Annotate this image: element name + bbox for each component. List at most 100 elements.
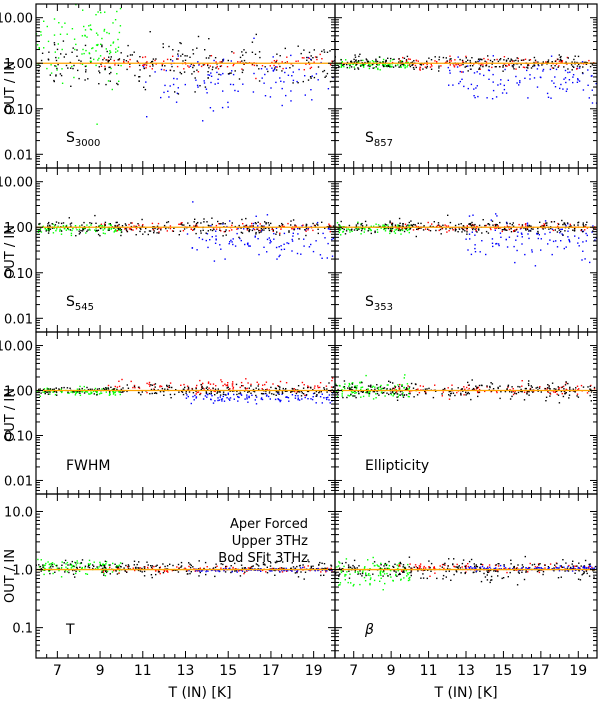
point-upper-3thz: [101, 38, 102, 39]
point-black: [195, 77, 196, 78]
point-upper-3thz: [84, 567, 85, 568]
point-black: [246, 225, 247, 226]
point-black: [332, 387, 333, 388]
point-black: [438, 66, 439, 67]
point-aper-forced: [555, 86, 556, 87]
point-black: [163, 43, 164, 44]
point-upper-3thz: [103, 229, 104, 230]
point-black: [267, 71, 268, 72]
point-black: [89, 222, 90, 223]
point-aper-forced: [552, 254, 553, 255]
point-black: [205, 574, 206, 575]
panel-label-Ellipticity: Ellipticity: [365, 458, 429, 474]
point-black: [139, 56, 140, 57]
point-aper-forced: [469, 238, 470, 239]
point-bod-sfit-3thz: [315, 56, 316, 57]
point-black: [455, 229, 456, 230]
point-aper-forced: [474, 72, 475, 73]
point-bod-sfit-3thz: [459, 65, 460, 66]
point-upper-3thz: [380, 575, 381, 576]
point-black: [236, 394, 237, 395]
point-aper-forced: [322, 233, 323, 234]
point-upper-3thz: [64, 228, 65, 229]
point-black: [214, 576, 215, 577]
point-black: [110, 573, 111, 574]
point-aper-forced: [297, 253, 298, 254]
point-black: [361, 223, 362, 224]
point-black: [42, 564, 43, 565]
point-black: [574, 228, 575, 229]
point-bod-sfit-3thz: [163, 61, 164, 62]
point-aper-forced: [551, 80, 552, 81]
point-aper-forced: [231, 70, 232, 71]
point-black: [299, 391, 300, 392]
point-black: [565, 392, 566, 393]
point-aper-forced: [204, 80, 205, 81]
point-black: [168, 221, 169, 222]
point-black: [170, 59, 171, 60]
point-aper-forced: [587, 235, 588, 236]
point-bod-sfit-3thz: [259, 230, 260, 231]
point-bod-sfit-3thz: [132, 387, 133, 388]
point-black: [528, 391, 529, 392]
point-black: [268, 222, 269, 223]
point-aper-forced: [310, 89, 311, 90]
point-bod-sfit-3thz: [160, 385, 161, 386]
point-black: [126, 60, 127, 61]
point-black: [256, 388, 257, 389]
point-black: [128, 564, 129, 565]
point-black: [120, 235, 121, 236]
point-black: [590, 395, 591, 396]
point-black: [268, 228, 269, 229]
point-upper-3thz: [348, 386, 349, 387]
point-black: [525, 388, 526, 389]
point-upper-3thz: [353, 392, 354, 393]
point-black: [130, 54, 131, 55]
point-black: [374, 391, 375, 392]
point-black: [438, 70, 439, 71]
point-black: [179, 234, 180, 235]
point-black: [253, 225, 254, 226]
point-black: [413, 69, 414, 70]
point-black: [101, 46, 102, 47]
point-aper-forced: [497, 84, 498, 85]
y-tick-label: 10.0: [4, 505, 33, 520]
point-bod-sfit-3thz: [302, 382, 303, 383]
point-aper-forced: [323, 397, 324, 398]
point-black: [155, 386, 156, 387]
point-black: [151, 574, 152, 575]
point-aper-forced: [577, 79, 578, 80]
point-black: [577, 65, 578, 66]
point-bod-sfit-3thz: [276, 66, 277, 67]
point-upper-3thz: [365, 392, 366, 393]
point-black: [110, 387, 111, 388]
point-black: [252, 230, 253, 231]
point-bod-sfit-3thz: [316, 59, 317, 60]
point-upper-3thz: [409, 388, 410, 389]
point-upper-3thz: [93, 59, 94, 60]
point-bod-sfit-3thz: [562, 393, 563, 394]
point-aper-forced: [280, 245, 281, 246]
point-aper-forced: [465, 239, 466, 240]
point-bod-sfit-3thz: [287, 61, 288, 62]
point-bod-sfit-3thz: [563, 386, 564, 387]
point-black: [476, 231, 477, 232]
point-black: [472, 224, 473, 225]
point-black: [374, 389, 375, 390]
point-black: [404, 395, 405, 396]
point-upper-3thz: [113, 41, 114, 42]
point-aper-forced: [492, 246, 493, 247]
point-black: [591, 391, 592, 392]
point-bod-sfit-3thz: [127, 566, 128, 567]
point-aper-forced: [192, 396, 193, 397]
point-black: [357, 223, 358, 224]
point-bod-sfit-3thz: [314, 385, 315, 386]
point-black: [341, 59, 342, 60]
point-upper-3thz: [58, 57, 59, 58]
point-bod-sfit-3thz: [406, 60, 407, 61]
point-upper-3thz: [43, 47, 44, 48]
point-black: [400, 229, 401, 230]
point-black: [395, 392, 396, 393]
point-aper-forced: [191, 403, 192, 404]
point-aper-forced: [233, 74, 234, 75]
